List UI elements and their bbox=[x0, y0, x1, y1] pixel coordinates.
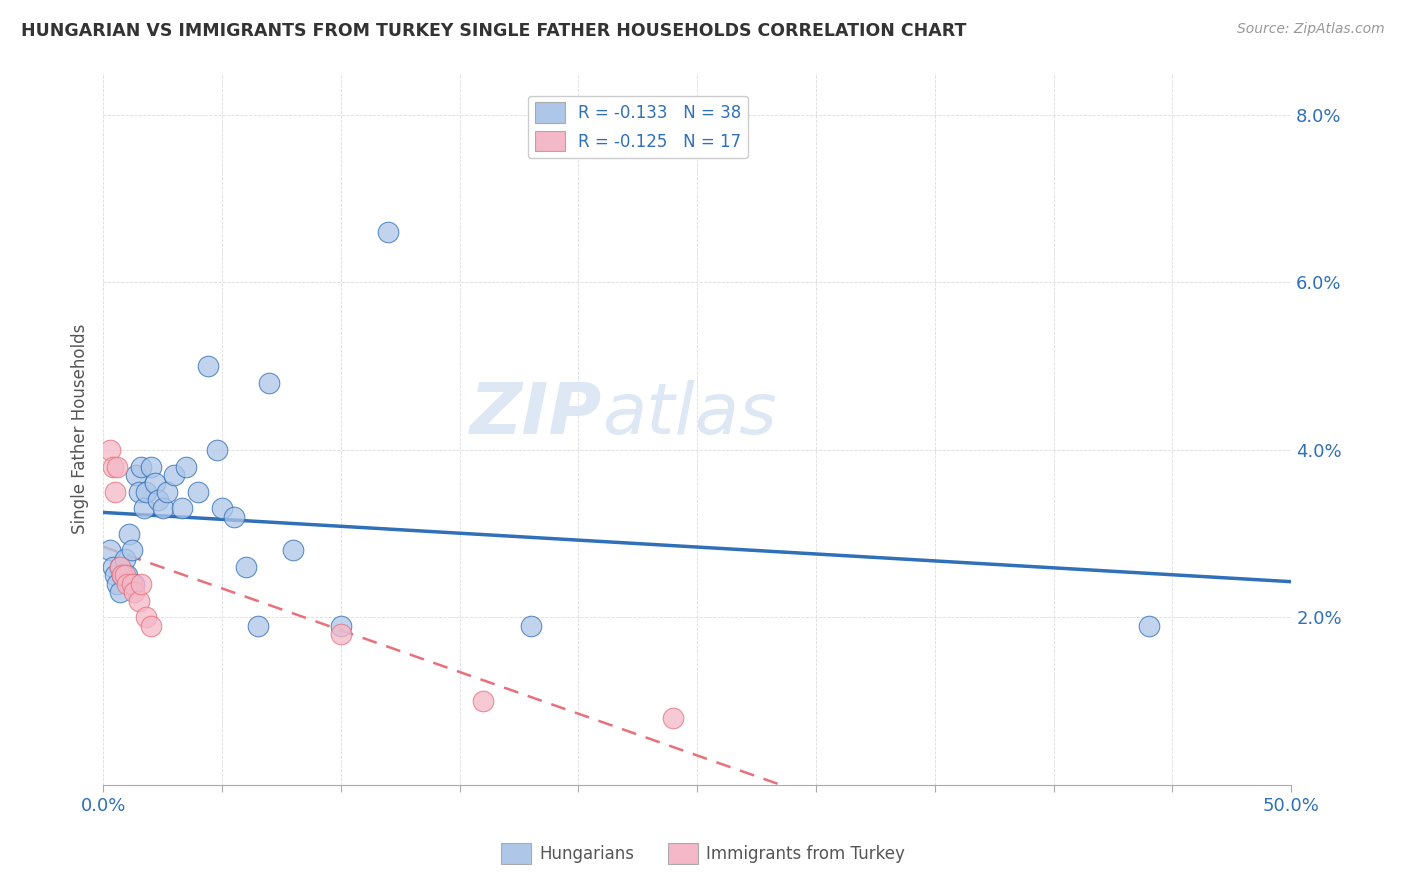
Text: Source: ZipAtlas.com: Source: ZipAtlas.com bbox=[1237, 22, 1385, 37]
Point bbox=[283, 543, 305, 558]
Point bbox=[108, 560, 131, 574]
Point bbox=[118, 526, 141, 541]
Point bbox=[132, 501, 155, 516]
Point bbox=[129, 459, 152, 474]
Point bbox=[114, 568, 136, 582]
Point bbox=[121, 576, 143, 591]
Point bbox=[101, 459, 124, 474]
Point bbox=[122, 576, 145, 591]
Point bbox=[101, 560, 124, 574]
Legend: Hungarians, Immigrants from Turkey: Hungarians, Immigrants from Turkey bbox=[495, 837, 911, 871]
Point bbox=[205, 442, 228, 457]
Point bbox=[176, 459, 198, 474]
Point bbox=[104, 484, 127, 499]
Point bbox=[115, 576, 138, 591]
Point bbox=[98, 442, 121, 457]
Point bbox=[98, 543, 121, 558]
Point bbox=[104, 568, 127, 582]
Point bbox=[211, 501, 233, 516]
Point bbox=[235, 560, 257, 574]
Point bbox=[115, 568, 138, 582]
Legend: R = -0.133   N = 38, R = -0.125   N = 17: R = -0.133 N = 38, R = -0.125 N = 17 bbox=[527, 95, 748, 158]
Point bbox=[146, 493, 169, 508]
Point bbox=[108, 560, 131, 574]
Y-axis label: Single Father Households: Single Father Households bbox=[72, 324, 89, 534]
Point bbox=[259, 376, 281, 390]
Point bbox=[135, 484, 157, 499]
Point bbox=[163, 467, 186, 482]
Point bbox=[122, 585, 145, 599]
Point bbox=[520, 618, 543, 632]
Point bbox=[128, 484, 150, 499]
Point bbox=[129, 576, 152, 591]
Point bbox=[187, 484, 209, 499]
Point bbox=[139, 459, 162, 474]
Point bbox=[329, 627, 352, 641]
Point bbox=[662, 711, 685, 725]
Text: ZIP: ZIP bbox=[470, 380, 602, 450]
Text: atlas: atlas bbox=[602, 380, 776, 450]
Text: HUNGARIAN VS IMMIGRANTS FROM TURKEY SINGLE FATHER HOUSEHOLDS CORRELATION CHART: HUNGARIAN VS IMMIGRANTS FROM TURKEY SING… bbox=[21, 22, 966, 40]
Point bbox=[111, 568, 134, 582]
Point bbox=[125, 467, 148, 482]
Point bbox=[121, 543, 143, 558]
Point bbox=[105, 459, 128, 474]
Point bbox=[222, 509, 245, 524]
Point bbox=[156, 484, 179, 499]
Point bbox=[246, 618, 269, 632]
Point bbox=[152, 501, 174, 516]
Point bbox=[329, 618, 352, 632]
Point bbox=[108, 585, 131, 599]
Point bbox=[1137, 618, 1160, 632]
Point bbox=[377, 225, 399, 239]
Point bbox=[170, 501, 193, 516]
Point bbox=[105, 576, 128, 591]
Point bbox=[197, 359, 219, 373]
Point bbox=[472, 694, 495, 708]
Point bbox=[128, 593, 150, 607]
Point bbox=[145, 476, 167, 491]
Point bbox=[139, 618, 162, 632]
Point bbox=[111, 568, 134, 582]
Point bbox=[114, 551, 136, 566]
Point bbox=[135, 610, 157, 624]
